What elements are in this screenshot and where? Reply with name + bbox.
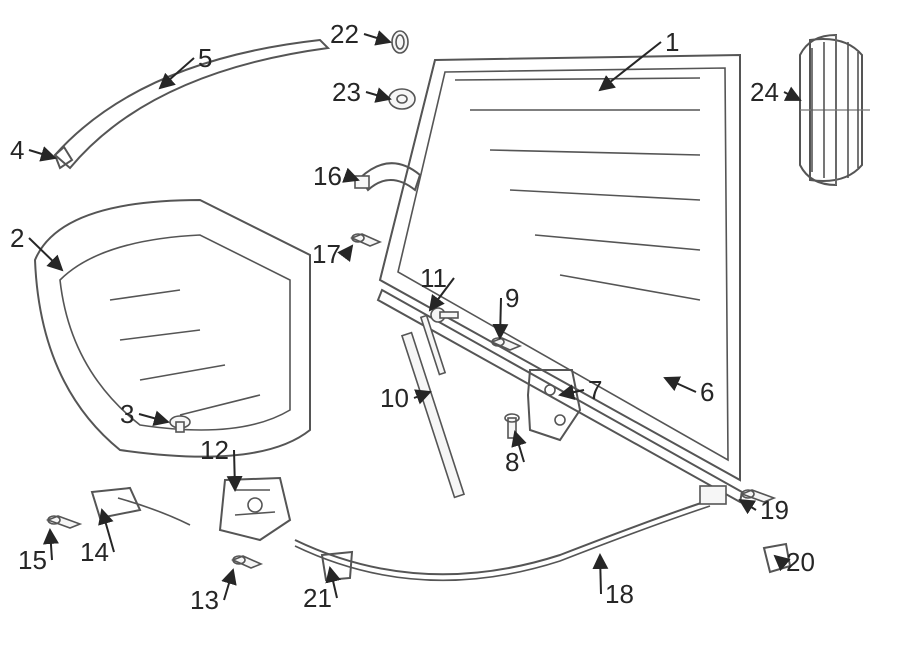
part-ajar-switch-harness — [355, 163, 420, 190]
callout-number-3: 3 — [120, 401, 134, 427]
callout-number-4: 4 — [10, 137, 24, 163]
part-hood-gas-strut — [402, 316, 464, 498]
part-hood-bumper-cylindrical — [392, 31, 408, 53]
callout-arrow-15 — [50, 530, 52, 560]
parts-diagram: 123456789101112131415161718192021222324 — [0, 0, 900, 661]
callout-arrow-6 — [665, 378, 696, 392]
callout-arrow-20 — [775, 556, 782, 562]
callout-arrow-2 — [29, 238, 62, 270]
callout-number-20: 20 — [786, 549, 815, 575]
part-strut-ball-stud — [431, 308, 458, 322]
part-hood-bumper-round — [389, 89, 415, 109]
callout-number-24: 24 — [750, 79, 779, 105]
callout-number-2: 2 — [10, 225, 24, 251]
part-rear-weatherstrip — [378, 290, 742, 502]
callout-number-17: 17 — [312, 241, 341, 267]
part-retainer-clip — [170, 416, 190, 432]
callout-arrow-22 — [364, 34, 390, 42]
part-front-weatherstrip-end — [55, 147, 72, 168]
callout-number-14: 14 — [80, 539, 109, 565]
callout-number-15: 15 — [18, 547, 47, 573]
part-front-weatherstrip — [55, 40, 328, 168]
callout-arrow-10 — [414, 392, 430, 398]
callout-arrow-23 — [366, 92, 390, 99]
part-bolt-17 — [352, 234, 380, 246]
callout-arrow-18 — [600, 555, 601, 594]
callout-arrow-24 — [784, 92, 800, 100]
callout-arrow-5 — [160, 58, 194, 88]
callout-arrow-17 — [346, 246, 352, 254]
part-striker-bolt — [48, 516, 80, 528]
part-latch-striker — [92, 488, 190, 525]
callout-arrow-19 — [740, 500, 756, 510]
part-hinge-bolt-upper — [492, 338, 520, 350]
part-hood-release-cable — [295, 486, 726, 580]
callout-arrow-9 — [500, 298, 501, 338]
callout-number-18: 18 — [605, 581, 634, 607]
part-hood-emblem — [800, 35, 870, 185]
callout-number-7: 7 — [588, 377, 602, 403]
callout-arrow-12 — [234, 450, 235, 490]
callout-arrow-1 — [600, 42, 661, 90]
callout-number-11: 11 — [420, 265, 447, 291]
part-cable-retainer — [322, 552, 352, 580]
callout-number-10: 10 — [380, 385, 409, 411]
callout-number-22: 22 — [330, 21, 359, 47]
callout-number-9: 9 — [505, 285, 519, 311]
callout-number-12: 12 — [200, 437, 229, 463]
part-latch-bolt — [233, 556, 261, 568]
callout-arrow-7 — [560, 390, 584, 395]
callout-number-21: 21 — [303, 585, 332, 611]
callout-number-6: 6 — [700, 379, 714, 405]
callout-number-19: 19 — [760, 497, 789, 523]
callout-arrow-3 — [139, 414, 168, 422]
callout-number-1: 1 — [665, 29, 679, 55]
callout-arrow-4 — [29, 150, 55, 158]
callout-arrow-16 — [347, 176, 358, 180]
callout-number-13: 13 — [190, 587, 219, 613]
part-hood-latch — [220, 478, 290, 540]
part-hinge-bolt — [505, 414, 519, 438]
callout-number-16: 16 — [313, 163, 342, 189]
part-hood-insulator — [35, 200, 310, 457]
callout-arrow-13 — [224, 570, 233, 600]
callout-number-8: 8 — [505, 449, 519, 475]
callout-number-5: 5 — [198, 45, 212, 71]
part-hood-hinge — [528, 370, 580, 440]
callout-number-23: 23 — [332, 79, 361, 105]
